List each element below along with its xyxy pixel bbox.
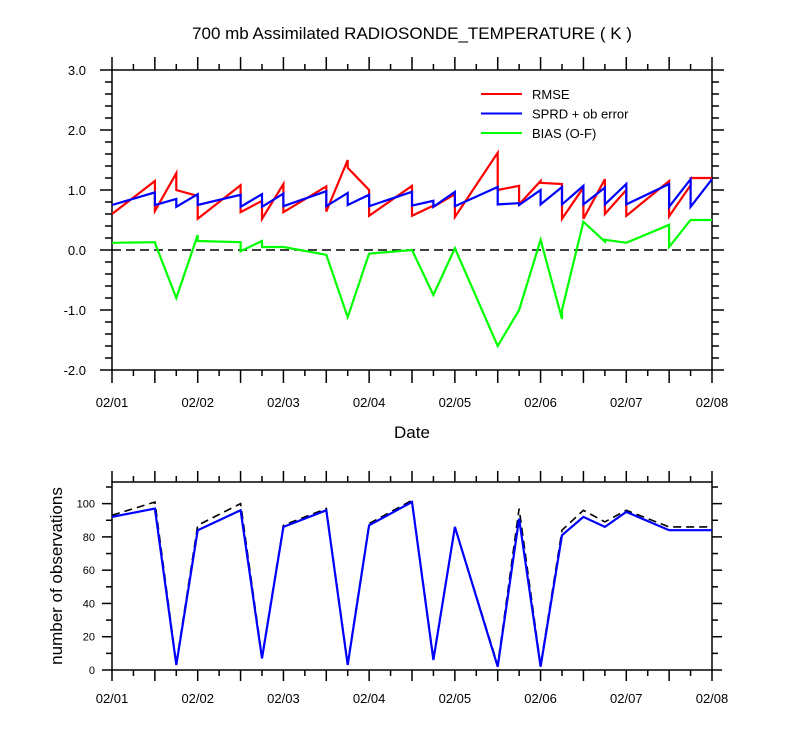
bottom-plot-frame <box>111 481 713 671</box>
y-tick-label: 60 <box>83 565 95 577</box>
x-tick-label: 02/04 <box>353 691 386 706</box>
x-tick-label: 02/05 <box>439 395 472 410</box>
y-tick-label: 20 <box>83 632 95 644</box>
bottom-panel: 02/01 02/02 02/03 02/04 02/05 02/06 02/07 02/08… <box>47 471 728 706</box>
x-tick-label: 02/01 <box>96 691 129 706</box>
y-tick-label: 0.0 <box>68 243 86 258</box>
observations-dashed-line <box>111 499 712 666</box>
y-tick-label: 80 <box>83 532 95 544</box>
y-tick-label: 0 <box>89 665 95 677</box>
x-tick-label: 02/08 <box>696 395 729 410</box>
legend-label: BIAS (O-F) <box>532 126 596 141</box>
x-tick-label: 02/05 <box>439 691 472 706</box>
top-panel: 700 mb Assimilated RADIOSONDE_TEMPERATUR… <box>64 24 729 442</box>
x-tick-label: 02/04 <box>353 395 386 410</box>
y-tick-label: 2.0 <box>68 123 86 138</box>
x-tick-label: 02/02 <box>181 691 214 706</box>
x-axis-title: Date <box>394 423 430 442</box>
x-tick-label: 02/08 <box>696 691 729 706</box>
legend-label: SPRD + ob error <box>532 107 629 122</box>
y-tick-label: 3.0 <box>68 63 86 78</box>
x-tick-label: 02/06 <box>524 395 557 410</box>
legend-label: RMSE <box>532 87 570 102</box>
y-tick-label: -1.0 <box>64 303 86 318</box>
series-line-bias-o-f <box>111 218 712 349</box>
observations-solid-line <box>111 500 712 668</box>
x-tick-label: 02/06 <box>524 691 557 706</box>
series-line-rmse <box>111 149 712 223</box>
x-tick-label: 02/03 <box>267 691 300 706</box>
x-tick-label: 02/03 <box>267 395 300 410</box>
x-tick-label: 02/07 <box>610 395 643 410</box>
series-line-sprd-ob-error <box>111 175 713 211</box>
chart-title: 700 mb Assimilated RADIOSONDE_TEMPERATUR… <box>192 24 632 43</box>
y-tick-label: -2.0 <box>64 363 86 378</box>
x-tick-label: 02/01 <box>96 395 129 410</box>
y-axis-title: number of observations <box>47 487 66 665</box>
y-tick-label: 40 <box>83 598 95 610</box>
x-tick-label: 02/02 <box>181 395 214 410</box>
y-tick-label: 100 <box>77 499 95 511</box>
y-tick-label: 1.0 <box>68 183 86 198</box>
x-tick-label: 02/07 <box>610 691 643 706</box>
